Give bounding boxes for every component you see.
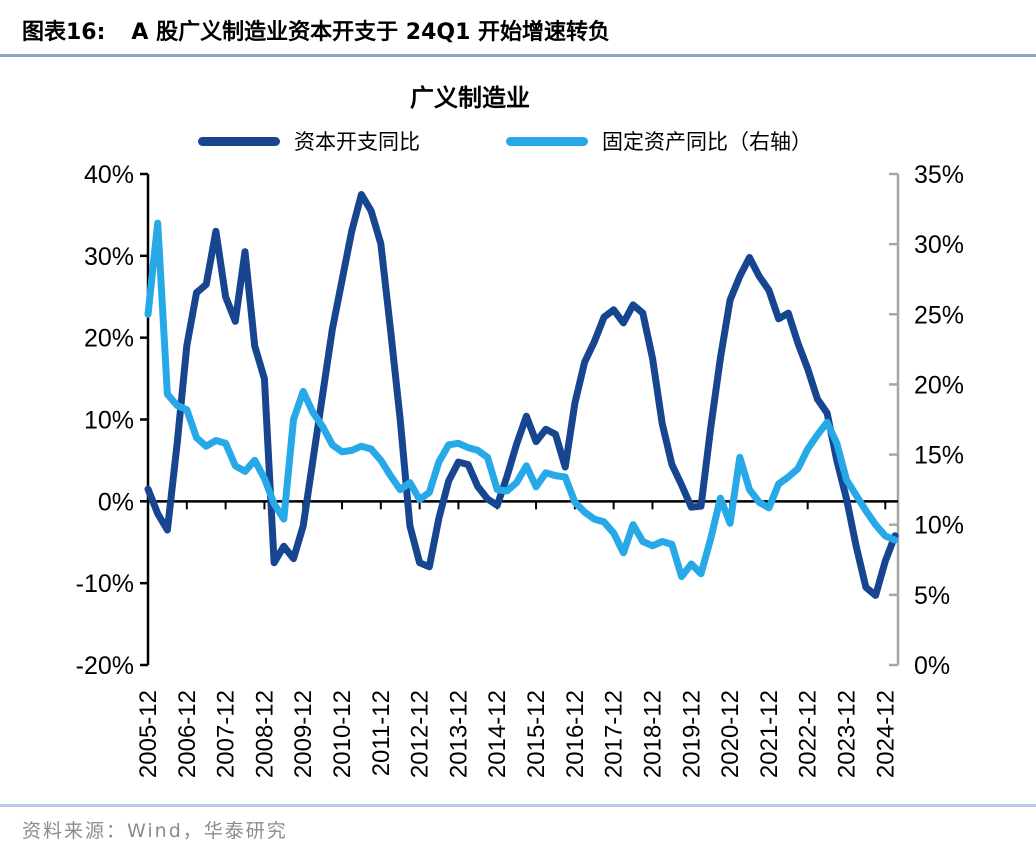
right-axis-tick-label: 25% [914, 301, 964, 329]
figure-header-text: 图表16: A 股广义制造业资本开支于 24Q1 开始增速转负 [22, 14, 610, 46]
x-axis-tick-label: 2005-12 [135, 690, 162, 778]
x-axis-tick-label: 2011-12 [368, 690, 395, 776]
chart-title: 广义制造业 [410, 84, 530, 112]
capex-line-swatch [198, 136, 280, 146]
capex-line [144, 191, 899, 599]
x-axis-tick-label: 2007-12 [213, 690, 240, 778]
legend-label-capex: 资本开支同比 [294, 130, 420, 154]
legend-item-fixed-asset: 固定资产同比（右轴） [506, 126, 812, 156]
left-axis-tick-label: -20% [76, 652, 134, 680]
right-axis-tick-label: 5% [914, 582, 950, 610]
x-axis-tick-label: 2014-12 [484, 690, 511, 778]
left-axis-tick-label: 10% [84, 407, 134, 435]
x-axis-tick-label: 2018-12 [639, 690, 666, 778]
x-axis-tick-label: 2009-12 [290, 690, 317, 778]
x-axis-tick-label: 2013-12 [445, 690, 472, 778]
legend-item-capex: 资本开支同比 [198, 126, 420, 156]
right-axis-tick-label: 30% [914, 231, 964, 259]
x-axis-tick-label: 2012-12 [407, 690, 434, 778]
x-axis-tick-label: 2023-12 [833, 690, 860, 778]
right-axis-tick-label: 20% [914, 371, 964, 399]
right-axis-tick-label: 15% [914, 442, 964, 470]
left-axis-tick-label: 40% [84, 161, 134, 189]
figure-header: 图表16: A 股广义制造业资本开支于 24Q1 开始增速转负 [0, 0, 1036, 56]
left-axis-tick-label: 0% [98, 488, 134, 516]
x-axis-tick-label: 2008-12 [251, 690, 278, 778]
legend-label-fixed-asset: 固定资产同比（右轴） [602, 130, 812, 154]
x-axis-tick-label: 2006-12 [174, 690, 201, 778]
x-axis-tick-label: 2022-12 [795, 690, 822, 778]
header-rule [0, 54, 1036, 57]
figure-title: A 股广义制造业资本开支于 24Q1 开始增速转负 [131, 20, 611, 45]
x-axis-tick-label: 2021-12 [756, 690, 783, 778]
left-axis-tick-label: 30% [84, 243, 134, 271]
left-axis-tick-label: 20% [84, 325, 134, 353]
x-axis-tick-label: 2024-12 [872, 690, 899, 778]
fixed-asset-line-swatch [506, 136, 588, 146]
fixed-asset-line [144, 219, 899, 581]
right-axis-tick-label: 10% [914, 512, 964, 540]
left-axis-tick-label: -10% [76, 570, 134, 598]
x-axis-tick-label: 2020-12 [717, 690, 744, 778]
right-axis-tick-label: 35% [914, 161, 964, 189]
figure-number: 图表16: [22, 20, 106, 45]
x-axis-tick-label: 2017-12 [601, 690, 628, 778]
x-axis-tick-label: 2010-12 [329, 690, 356, 778]
right-axis-tick-label: 0% [914, 652, 950, 680]
chart-legend: 资本开支同比 固定资产同比（右轴） [0, 126, 1010, 156]
x-axis-tick-label: 2016-12 [562, 690, 589, 778]
footer-rule [0, 804, 1036, 807]
x-axis-tick-label: 2019-12 [678, 690, 705, 778]
source-note: 资料来源：Wind，华泰研究 [22, 820, 288, 842]
x-axis-tick-label: 2015-12 [523, 690, 550, 778]
